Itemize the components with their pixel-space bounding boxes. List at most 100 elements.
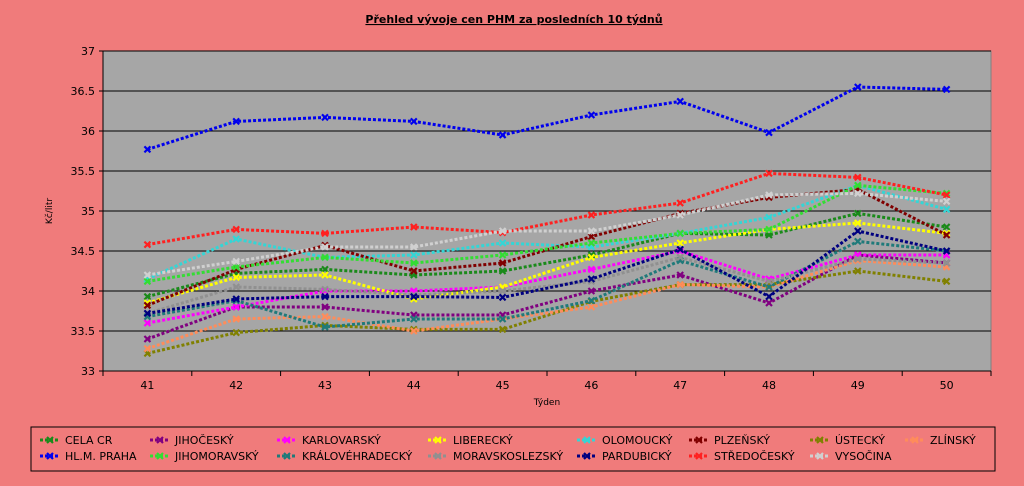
data-point (143, 301, 152, 310)
data-point (232, 117, 240, 126)
legend-marker (156, 436, 164, 444)
data-point (498, 287, 507, 295)
data-point (676, 280, 684, 289)
legend-item: MORAVSKOSLEZSKÝ (428, 450, 563, 463)
data-point (942, 189, 951, 198)
data-point (854, 209, 862, 218)
y-tick-label: 35.5 (71, 165, 96, 178)
data-point (765, 292, 773, 301)
legend-item: LIBERECKÝ (428, 434, 513, 447)
series-line (147, 171, 947, 247)
data-point (498, 315, 507, 323)
data-point (942, 259, 951, 267)
data-point (321, 113, 329, 122)
data-point (942, 191, 951, 199)
series-line (147, 211, 947, 299)
series-line (147, 183, 947, 283)
series-15 (143, 189, 951, 279)
legend-marker (816, 452, 824, 460)
data-point (676, 97, 684, 106)
data-point (765, 231, 773, 239)
data-point (143, 309, 152, 318)
data-point (587, 265, 596, 274)
legend-label: OLOMOUCKÝ (602, 434, 673, 447)
legend-marker (695, 452, 703, 460)
series-line (146, 259, 947, 351)
legend-label: MORAVSKOSLEZSKÝ (453, 450, 563, 463)
data-point (498, 325, 507, 334)
data-point (765, 128, 773, 137)
legend-marker (583, 452, 591, 460)
y-tick-label: 34 (81, 285, 95, 298)
data-point (321, 292, 329, 301)
series-line (146, 221, 947, 305)
legend-marker (816, 436, 824, 444)
data-point (587, 253, 596, 262)
series-line (147, 249, 947, 325)
y-tick-label: 34.5 (71, 245, 96, 258)
legend-marker (911, 436, 919, 444)
x-tick-label: 45 (496, 379, 510, 392)
data-point (410, 117, 418, 126)
series-9 (143, 83, 951, 154)
legend-marker (46, 436, 54, 444)
series-line (147, 229, 947, 315)
data-point (676, 211, 684, 219)
series-line (146, 85, 947, 151)
legend-item: VYSOČINA (810, 450, 892, 463)
data-point (143, 319, 152, 327)
data-point (587, 275, 596, 283)
data-point (765, 277, 773, 286)
series-line (146, 255, 947, 315)
series-line (147, 269, 947, 355)
legend-marker (283, 436, 291, 444)
data-point (321, 265, 329, 274)
data-point (232, 235, 240, 243)
data-point (321, 287, 329, 295)
data-point (232, 257, 240, 266)
data-point (854, 267, 862, 275)
legend-label: CELA CR (65, 434, 113, 447)
data-point (232, 225, 240, 234)
legend-item: CELA CR (40, 434, 113, 447)
y-axis-label: Kč/litr (44, 198, 55, 224)
data-point (232, 273, 240, 282)
legend-item: STŘEDOČESKÝ (689, 450, 795, 463)
x-axis: 41 42 43 44 45 46 47 48 49 50 (102, 370, 992, 392)
data-point (854, 255, 862, 263)
data-point (498, 131, 507, 139)
data-point (498, 293, 507, 302)
data-point (143, 335, 152, 343)
legend-item: PLZEŇSKÝ (689, 434, 770, 447)
legend-label: KRÁLOVÉHRADECKÝ (302, 450, 413, 463)
data-point (143, 145, 152, 154)
y-tick-label: 35 (81, 205, 95, 218)
data-point (587, 111, 596, 119)
data-point (232, 283, 240, 291)
legend-label: JIHOMORAVSKÝ (174, 450, 259, 463)
legend-item: JIHOMORAVSKÝ (150, 450, 259, 463)
data-point (942, 205, 951, 214)
legend-item: ZLÍNSKÝ (905, 434, 976, 447)
data-point (765, 225, 773, 234)
y-tick-label: 36.5 (71, 85, 96, 98)
data-point (232, 315, 240, 323)
data-point (676, 199, 684, 207)
y-tick-label: 33.5 (71, 325, 96, 338)
data-point (942, 197, 951, 206)
data-point (854, 219, 862, 227)
data-point (232, 303, 240, 311)
data-point (587, 296, 596, 305)
series-line (146, 183, 947, 281)
legend-item: OLOMOUCKÝ (577, 434, 673, 447)
data-point (410, 315, 418, 323)
data-point (498, 267, 507, 275)
data-point (498, 251, 507, 259)
data-point (321, 285, 329, 294)
data-point (854, 181, 862, 190)
data-point (587, 303, 596, 311)
data-point (498, 259, 507, 267)
data-point (232, 295, 240, 303)
x-tick-label: 46 (584, 379, 598, 392)
legend-marker (283, 452, 291, 460)
